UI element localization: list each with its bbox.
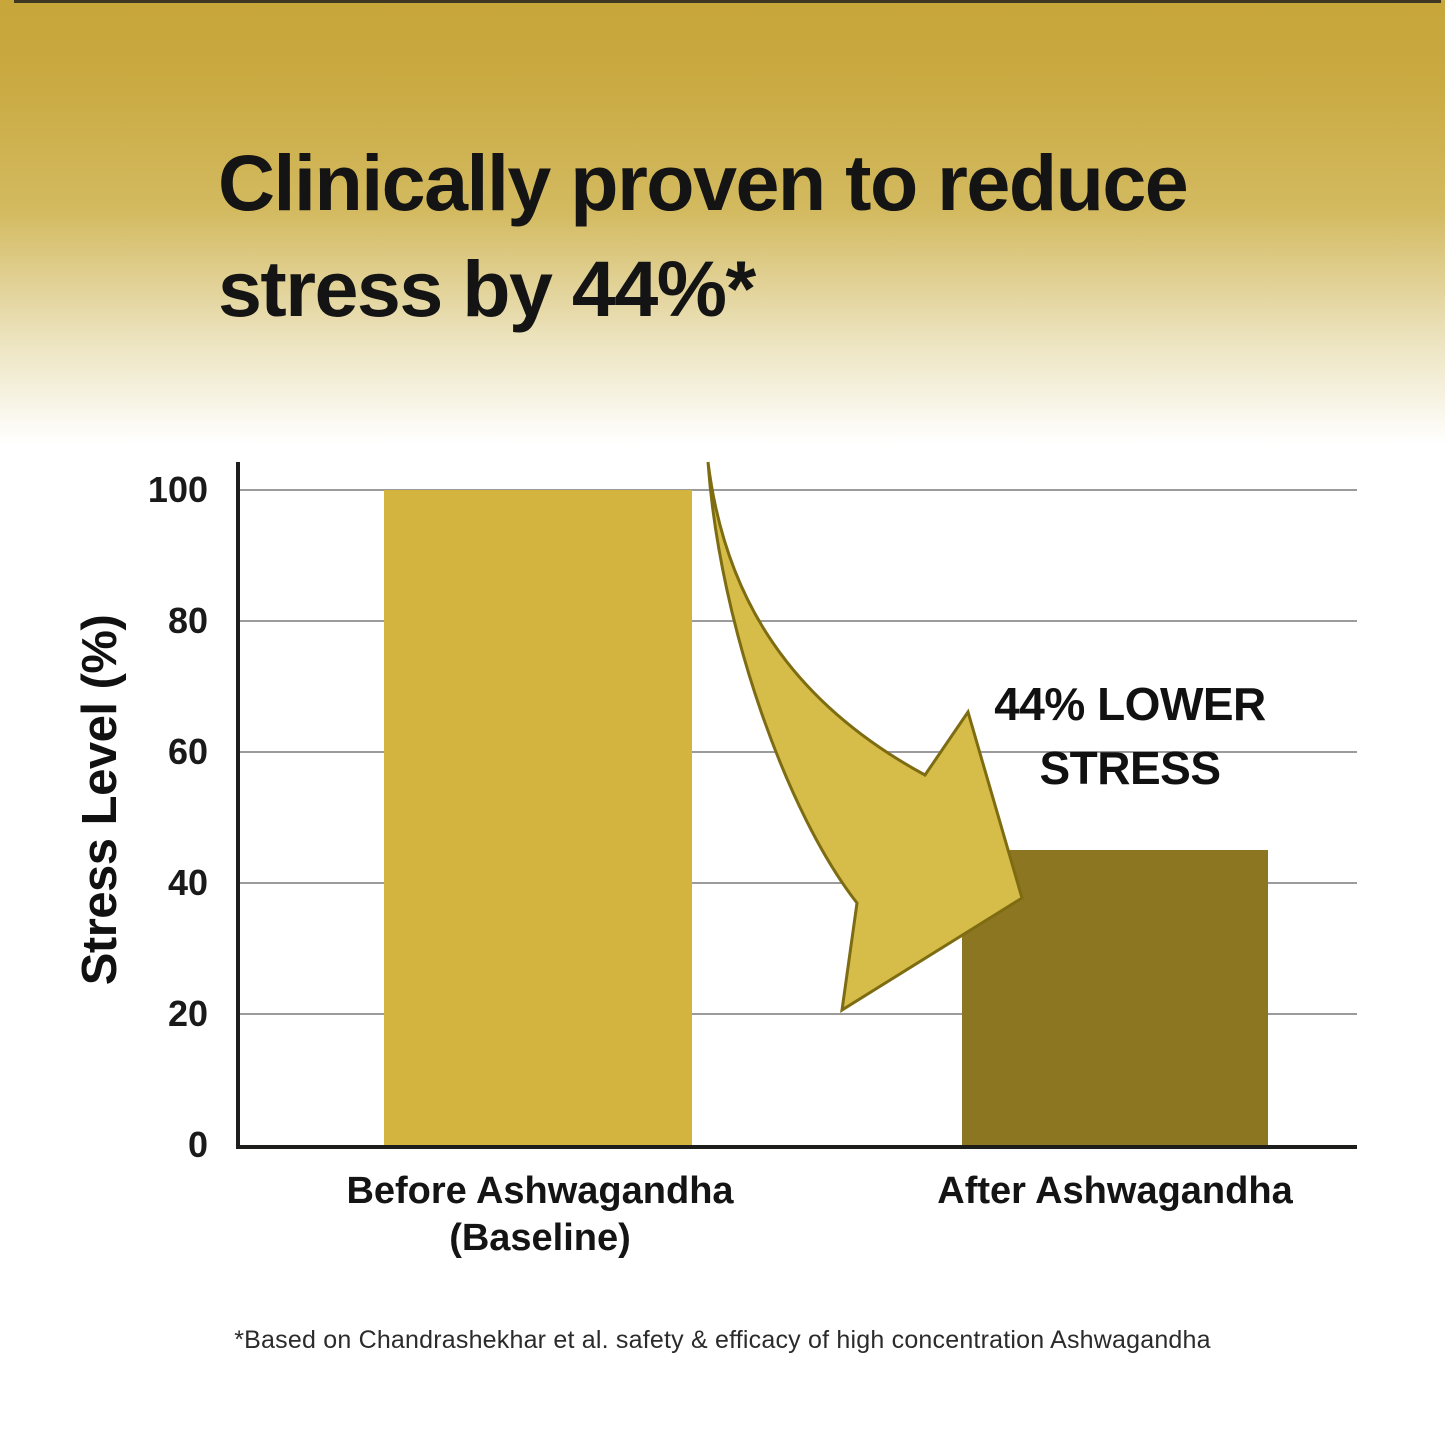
- xlabel-after-line-1: After Ashwagandha: [937, 1170, 1293, 1212]
- y-axis-line: [236, 462, 240, 1149]
- gridline-20: [240, 1013, 1357, 1015]
- annotation-line-1: 44% LOWER: [994, 678, 1266, 730]
- ytick-0: 0: [187, 1124, 208, 1165]
- x-axis-line: [236, 1145, 1357, 1149]
- xlabel-after-ashwagandha: After Ashwagandha: [905, 1168, 1325, 1215]
- ytick-40: 40: [167, 862, 208, 903]
- footnote-citation: *Based on Chandrashekhar et al. safety &…: [234, 1326, 1211, 1354]
- bar-after-ashwagandha: [962, 850, 1268, 1145]
- top-border-line: [14, 0, 1441, 3]
- y-axis-title: Stress Level (%): [73, 614, 127, 986]
- page-title: Clinically proven to reduce stress by 44…: [218, 130, 1378, 342]
- xlabel-before-line-2: (Baseline): [449, 1217, 631, 1259]
- xlabel-before-line-1: Before Ashwagandha: [346, 1170, 734, 1212]
- page-title-line-1: Clinically proven to reduce: [218, 138, 1189, 227]
- gold-gradient-background: [0, 0, 1445, 458]
- annotation-line-2: STRESS: [1039, 742, 1221, 794]
- ytick-80: 80: [167, 600, 208, 641]
- xlabel-before-ashwagandha: Before Ashwagandha (Baseline): [330, 1168, 750, 1262]
- ytick-60: 60: [167, 731, 208, 772]
- bar-before-ashwagandha: [384, 490, 692, 1145]
- annotation-44-lower-stress: 44% LOWER STRESS: [960, 672, 1300, 800]
- ytick-100: 100: [147, 469, 208, 510]
- page-title-line-2: stress by 44%*: [218, 244, 756, 333]
- ytick-20: 20: [167, 993, 208, 1034]
